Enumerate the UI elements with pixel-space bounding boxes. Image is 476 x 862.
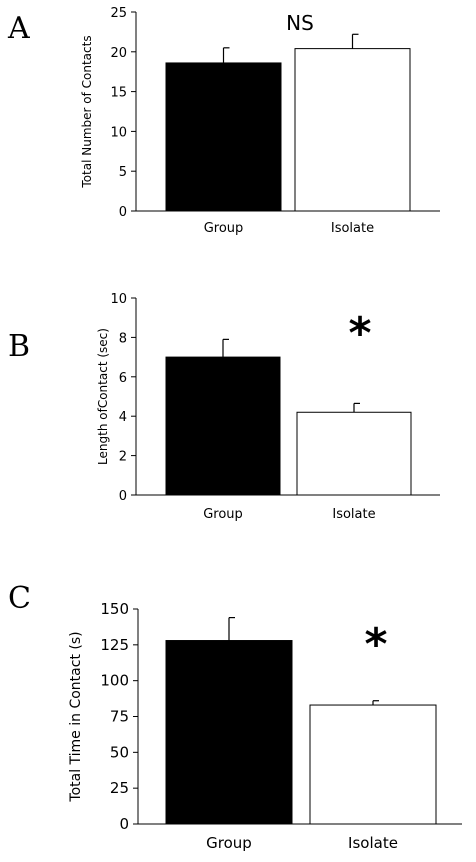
y-tick-label-b: 0 bbox=[119, 489, 127, 504]
category-label-a-1: Isolate bbox=[331, 221, 374, 236]
y-tick-label-c: 0 bbox=[119, 815, 129, 833]
category-label-c-0: Group bbox=[206, 834, 252, 852]
category-label-c-1: Isolate bbox=[348, 834, 398, 852]
category-label-b-1: Isolate bbox=[332, 507, 375, 522]
panel-c: C 0 25 50 75 100 125 150 Total Time in Contact … bbox=[8, 581, 462, 852]
chart-c: 0 25 50 75 100 125 150 Total Time in Contact (s… bbox=[68, 600, 462, 852]
y-axis-title-b: Length ofContact (sec) bbox=[96, 328, 110, 465]
panel-letter-a: A bbox=[7, 11, 30, 46]
y-tick-label-b: 10 bbox=[110, 292, 127, 307]
chart-a: 0 5 10 15 20 25 Total Number of Contacts Group I… bbox=[80, 6, 440, 236]
annotation-c: * bbox=[364, 619, 387, 670]
y-tick-label-c: 50 bbox=[110, 743, 129, 761]
category-label-a-0: Group bbox=[204, 221, 244, 236]
bar-b-isolate bbox=[296, 411, 412, 496]
bar-b-group bbox=[165, 356, 281, 496]
bar-c-isolate bbox=[309, 704, 437, 825]
y-tick-label-c: 150 bbox=[100, 600, 129, 618]
y-tick-label-c: 75 bbox=[110, 708, 129, 726]
y-tick-label-a: 25 bbox=[110, 6, 127, 21]
chart-b: 0 2 4 6 8 10 Length ofContact (sec) Group Isolat… bbox=[96, 292, 440, 522]
panel-letter-c: C bbox=[8, 581, 31, 616]
bar-a-isolate bbox=[294, 48, 411, 212]
category-label-b-0: Group bbox=[203, 507, 243, 522]
annotation-b: * bbox=[348, 308, 371, 359]
bar-a-group bbox=[165, 62, 282, 212]
y-tick-label-b: 8 bbox=[119, 331, 127, 346]
y-tick-label-b: 4 bbox=[119, 410, 127, 425]
y-tick-label-c: 25 bbox=[110, 779, 129, 797]
y-axis-title-c: Total Time in Contact (s) bbox=[68, 631, 84, 802]
panel-letter-b: B bbox=[8, 329, 30, 364]
y-tick-label-b: 6 bbox=[119, 371, 127, 386]
panel-a: A 0 5 10 15 20 25 Total Number of Contacts Grou… bbox=[7, 6, 440, 236]
y-tick-label-a: 10 bbox=[110, 125, 127, 140]
y-tick-label-a: 15 bbox=[110, 86, 127, 101]
y-tick-label-a: 0 bbox=[119, 205, 127, 220]
y-tick-label-a: 5 bbox=[119, 165, 127, 180]
y-tick-label-c: 125 bbox=[100, 636, 129, 654]
y-tick-label-b: 2 bbox=[119, 450, 127, 465]
y-axis-title-a: Total Number of Contacts bbox=[80, 35, 94, 188]
bar-c-group bbox=[165, 640, 293, 825]
y-tick-label-a: 20 bbox=[110, 46, 127, 61]
panel-b: B 0 2 4 6 8 10 Length ofContact (sec) Group Isol… bbox=[8, 292, 440, 522]
y-tick-label-c: 100 bbox=[100, 672, 129, 690]
annotation-a: NS bbox=[286, 11, 314, 35]
